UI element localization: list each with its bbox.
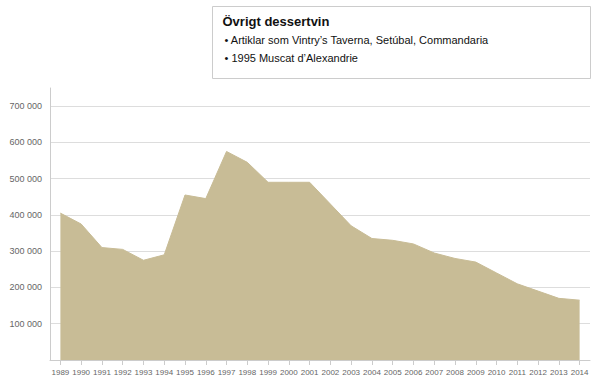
svg-text:400 000: 400 000: [9, 210, 42, 220]
svg-text:1989: 1989: [51, 368, 69, 377]
svg-text:1990: 1990: [72, 368, 90, 377]
svg-text:2005: 2005: [384, 368, 402, 377]
svg-text:1996: 1996: [197, 368, 215, 377]
svg-text:1997: 1997: [218, 368, 236, 377]
svg-text:• 1995 Muscat d’Alexandrie: • 1995 Muscat d’Alexandrie: [225, 52, 358, 64]
svg-text:2009: 2009: [467, 368, 485, 377]
svg-text:2014: 2014: [571, 368, 589, 377]
svg-text:1993: 1993: [135, 368, 153, 377]
svg-text:2007: 2007: [425, 368, 443, 377]
svg-text:Övrigt dessertvin: Övrigt dessertvin: [223, 14, 330, 29]
svg-text:2003: 2003: [342, 368, 360, 377]
svg-text:1998: 1998: [238, 368, 256, 377]
svg-text:2010: 2010: [488, 368, 506, 377]
svg-text:100 000: 100 000: [9, 319, 42, 329]
svg-text:2002: 2002: [321, 368, 339, 377]
svg-text:200 000: 200 000: [9, 282, 42, 292]
svg-text:2004: 2004: [363, 368, 381, 377]
svg-text:2001: 2001: [301, 368, 319, 377]
svg-text:2000: 2000: [280, 368, 298, 377]
svg-text:2006: 2006: [405, 368, 423, 377]
svg-text:2013: 2013: [550, 368, 568, 377]
svg-text:600 000: 600 000: [9, 137, 42, 147]
svg-text:2008: 2008: [446, 368, 464, 377]
svg-text:2012: 2012: [529, 368, 547, 377]
svg-text:1999: 1999: [259, 368, 277, 377]
svg-text:2011: 2011: [509, 368, 527, 377]
svg-text:700 000: 700 000: [9, 101, 42, 111]
svg-text:1992: 1992: [114, 368, 132, 377]
svg-text:• Artiklar som Vintry’s Tavern: • Artiklar som Vintry’s Taverna, Setúbal…: [225, 34, 490, 46]
svg-text:300 000: 300 000: [9, 246, 42, 256]
svg-text:500 000: 500 000: [9, 174, 42, 184]
svg-text:1994: 1994: [155, 368, 173, 377]
svg-text:1995: 1995: [176, 368, 194, 377]
svg-text:1991: 1991: [93, 368, 111, 377]
